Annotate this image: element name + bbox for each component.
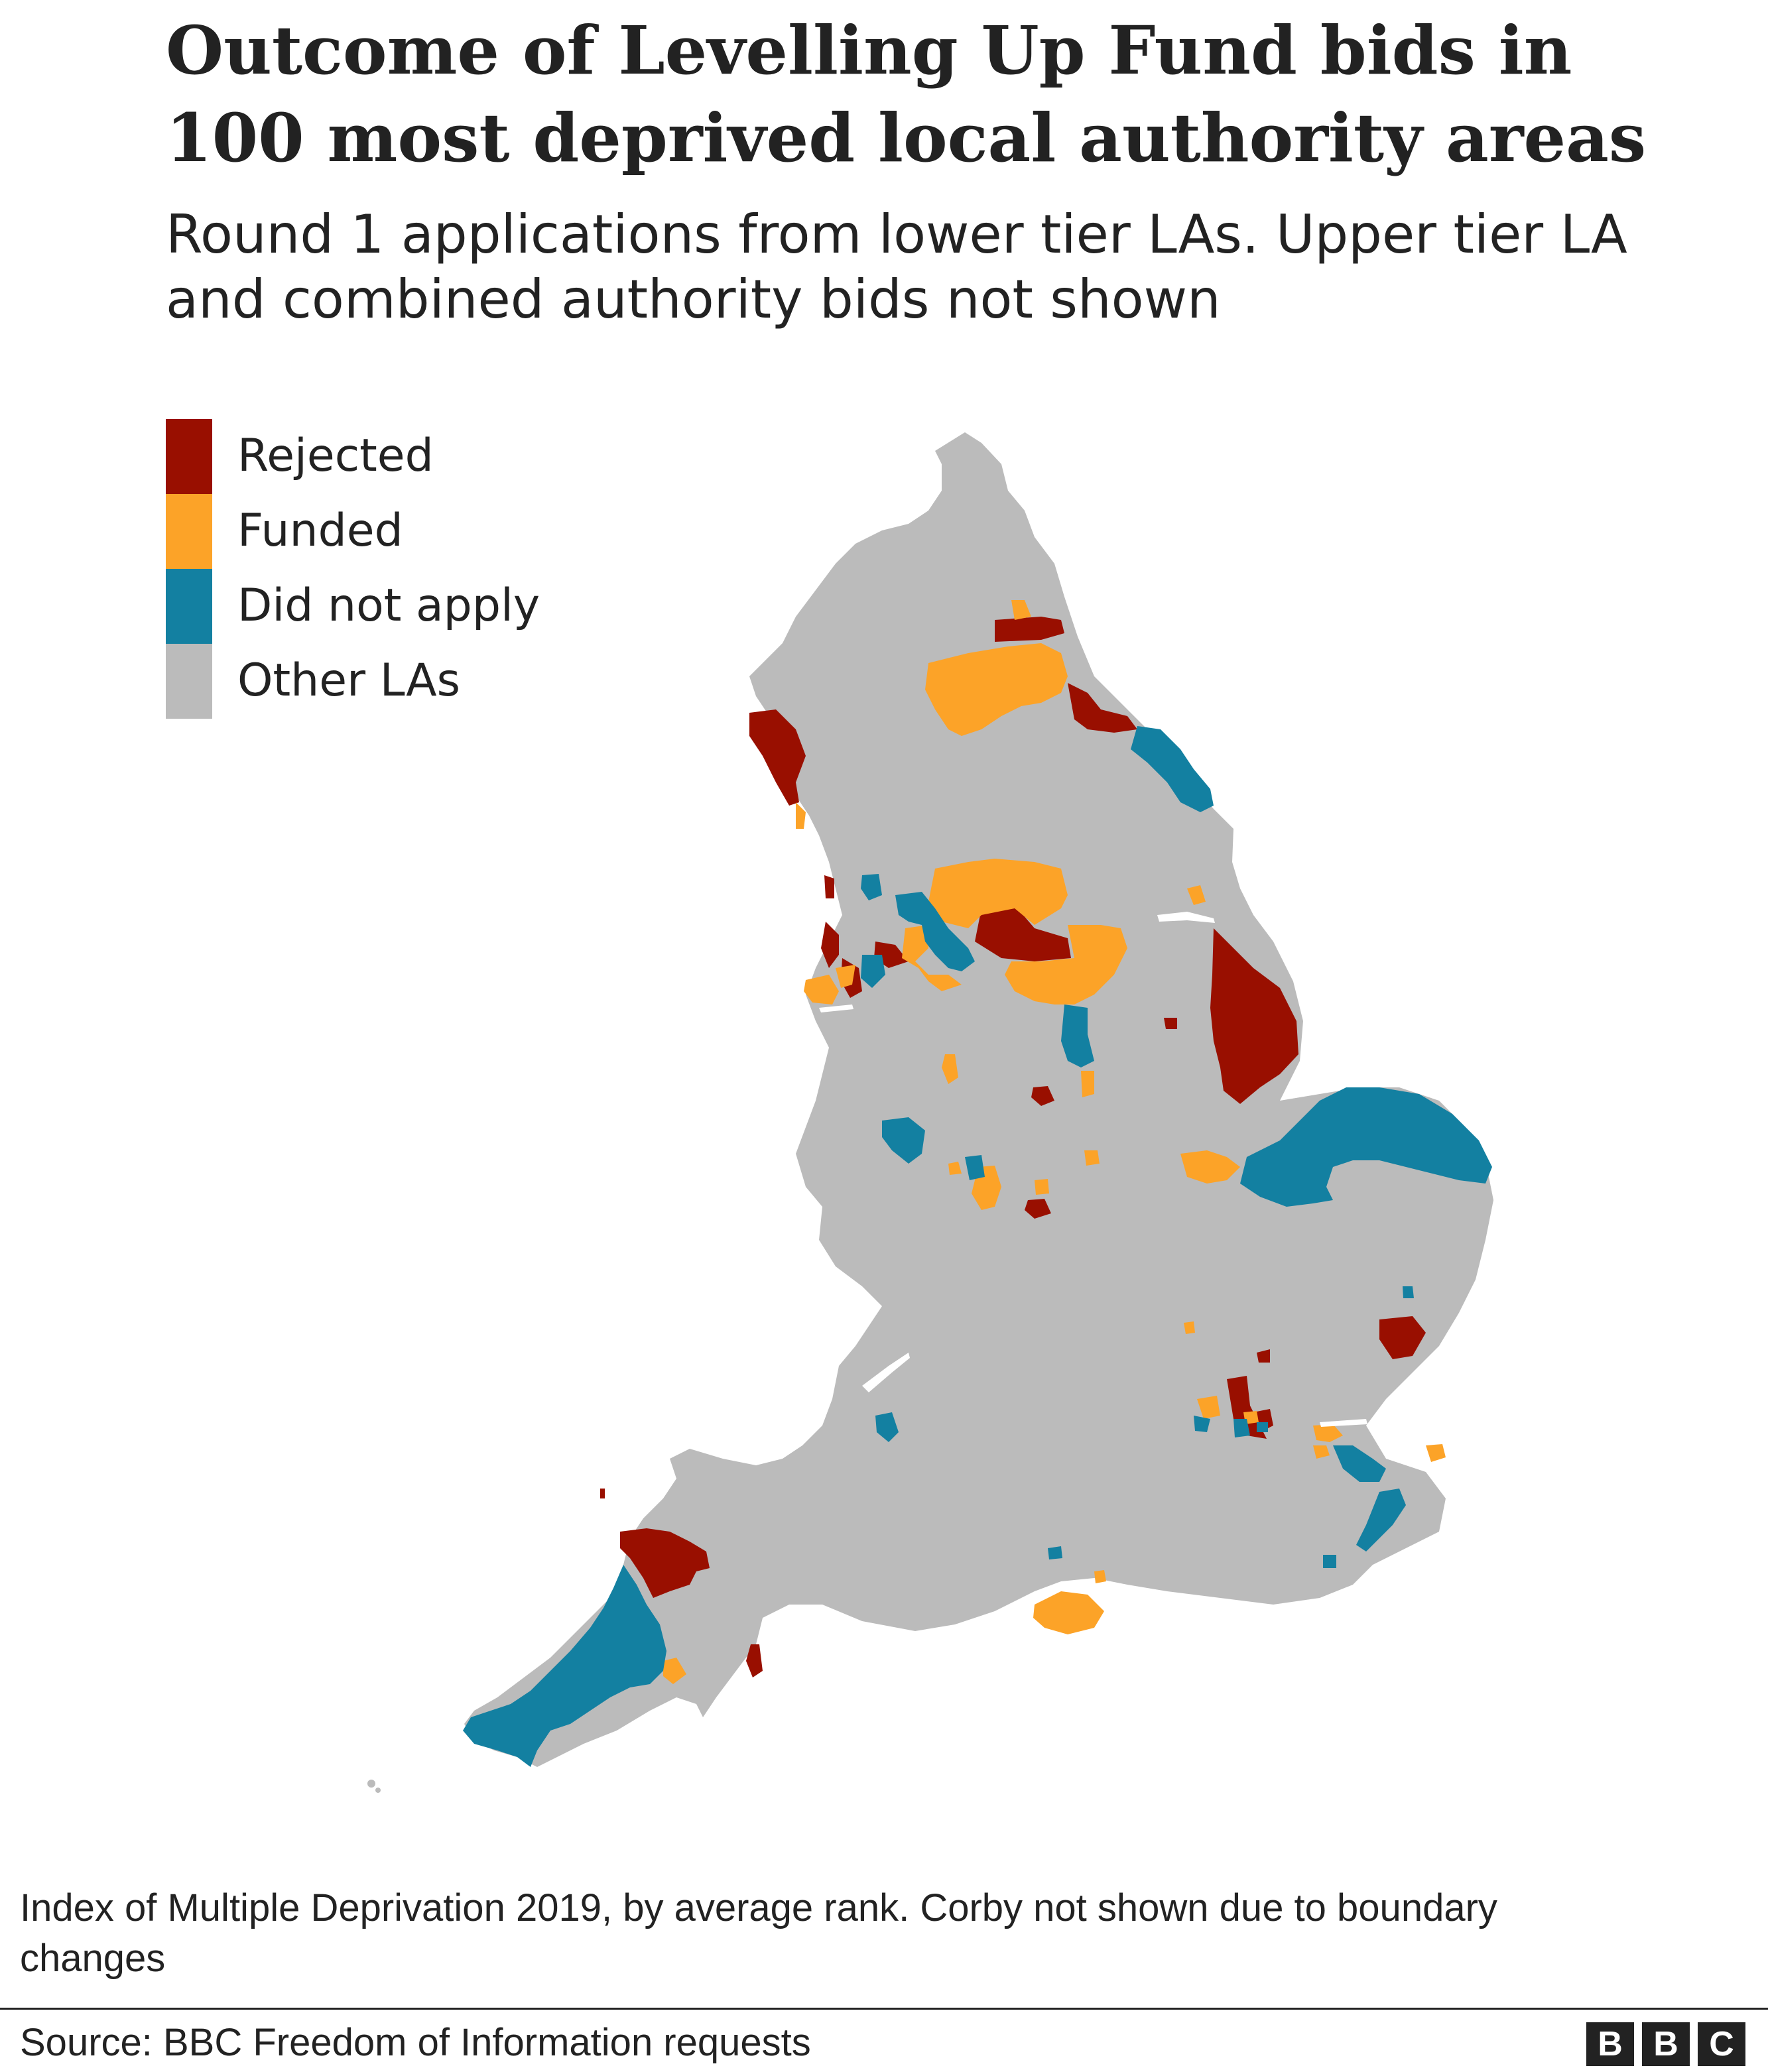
- area-rotherham: [1061, 1005, 1094, 1067]
- area-boston: [1180, 1150, 1240, 1184]
- area-kings-lynn: [1240, 1087, 1492, 1207]
- area-lancashire-funded: [902, 925, 962, 991]
- legend-swatch-did-not-apply: [166, 569, 212, 644]
- area-south-yorkshire: [1005, 925, 1127, 1005]
- area-thanet: [1426, 1444, 1446, 1462]
- thames-estuary: [1320, 1419, 1367, 1427]
- area-leicester: [1025, 1199, 1051, 1219]
- area-tendring: [1379, 1316, 1426, 1359]
- legend-label-funded: Funded: [237, 505, 403, 557]
- area-blackpool: [821, 922, 839, 968]
- footnote: Index of Multiple Deprivation 2019, by a…: [20, 1886, 1497, 1980]
- area-london-south-dna: [1194, 1416, 1210, 1432]
- area-county-durham: [925, 643, 1068, 736]
- area-hastings-dna: [1323, 1555, 1336, 1568]
- area-ipswich-dot: [1403, 1286, 1414, 1298]
- did-not-apply-areas: [463, 726, 1492, 1767]
- funded-areas: [663, 600, 1446, 1684]
- area-hull: [1187, 885, 1206, 905]
- area-cumbria-coast: [749, 709, 806, 806]
- area-cornwall: [463, 1565, 666, 1767]
- legend-swatch-funded: [166, 494, 212, 569]
- area-barrow: [796, 802, 806, 829]
- area-sunderland: [1011, 600, 1031, 620]
- area-hartlepool-coast: [1131, 726, 1214, 812]
- area-stoke-dna: [882, 1117, 925, 1164]
- area-harlow: [1257, 1349, 1270, 1363]
- area-pendle: [861, 874, 882, 900]
- area-thurrock: [1313, 1424, 1343, 1442]
- area-norwich-dot: [1419, 1157, 1429, 1167]
- area-lincolnshire: [1210, 928, 1298, 1104]
- bbc-logo-letter-2: B: [1642, 2022, 1690, 2066]
- area-tyne: [995, 617, 1064, 642]
- area-london-dna: [1233, 1419, 1250, 1437]
- footer-rule: [0, 2008, 1768, 2010]
- area-stoke: [1031, 1086, 1054, 1106]
- area-london-funded: [1197, 1396, 1220, 1419]
- bbc-logo-letter-3: C: [1698, 2022, 1745, 2066]
- england-map: [367, 432, 1493, 1793]
- area-torridge: [620, 1528, 710, 1598]
- area-bristol-dot: [600, 1489, 605, 1498]
- source-credit: Source: BBC Freedom of Information reque…: [20, 2021, 811, 2064]
- area-greenwich: [1257, 1422, 1268, 1432]
- area-wigan: [861, 955, 885, 988]
- legend-label-other-las: Other LAs: [237, 654, 461, 707]
- chart-title: Outcome of Levelling Up Fund bids in 100…: [166, 11, 1647, 177]
- area-gosport: [1048, 1546, 1062, 1559]
- area-yorkshire-west: [928, 859, 1068, 928]
- area-swindon: [875, 1412, 899, 1442]
- area-torbay: [746, 1644, 763, 1677]
- area-wolverhampton: [948, 1162, 962, 1175]
- legend-label-did-not-apply: Did not apply: [237, 579, 540, 632]
- area-great-yarmouth-funded: [1184, 1321, 1195, 1334]
- legend-swatch-rejected: [166, 419, 212, 494]
- area-doncaster-pocket: [1164, 1018, 1177, 1029]
- bbc-logo-letter-1: B: [1586, 2022, 1634, 2066]
- area-burnley-rossendale: [895, 892, 975, 971]
- area-isle-of-wight: [1033, 1591, 1104, 1634]
- area-derby-strip: [942, 1054, 958, 1084]
- area-nottingham: [1084, 1150, 1100, 1166]
- area-mansfield: [1081, 1071, 1094, 1097]
- humber-estuary: [1157, 912, 1215, 923]
- area-southampton: [1094, 1570, 1106, 1583]
- area-walsall: [965, 1155, 985, 1180]
- area-folkestone: [1356, 1489, 1406, 1552]
- chart-subtitle: Round 1 applications from lower tier LAs…: [166, 204, 1627, 330]
- legend-label-rejected: Rejected: [237, 430, 434, 482]
- scilly-isles-2: [375, 1788, 381, 1793]
- severn-estuary: [862, 1353, 910, 1392]
- area-plymouth: [663, 1658, 686, 1684]
- area-bradford-leeds: [975, 905, 1071, 961]
- area-teesside: [1068, 683, 1137, 733]
- legend-swatch-other-las: [166, 644, 212, 719]
- mersey-estuary: [819, 1005, 853, 1012]
- bbc-logo: B B C: [1586, 2022, 1745, 2066]
- area-lancaster: [824, 875, 834, 898]
- area-wirral: [804, 975, 839, 1005]
- area-medway: [1313, 1445, 1330, 1459]
- area-st-helens: [836, 965, 855, 988]
- area-nuneaton: [1035, 1179, 1049, 1195]
- scilly-isles: [367, 1780, 375, 1788]
- area-swale: [1333, 1445, 1386, 1482]
- area-newham-funded: [1243, 1411, 1259, 1424]
